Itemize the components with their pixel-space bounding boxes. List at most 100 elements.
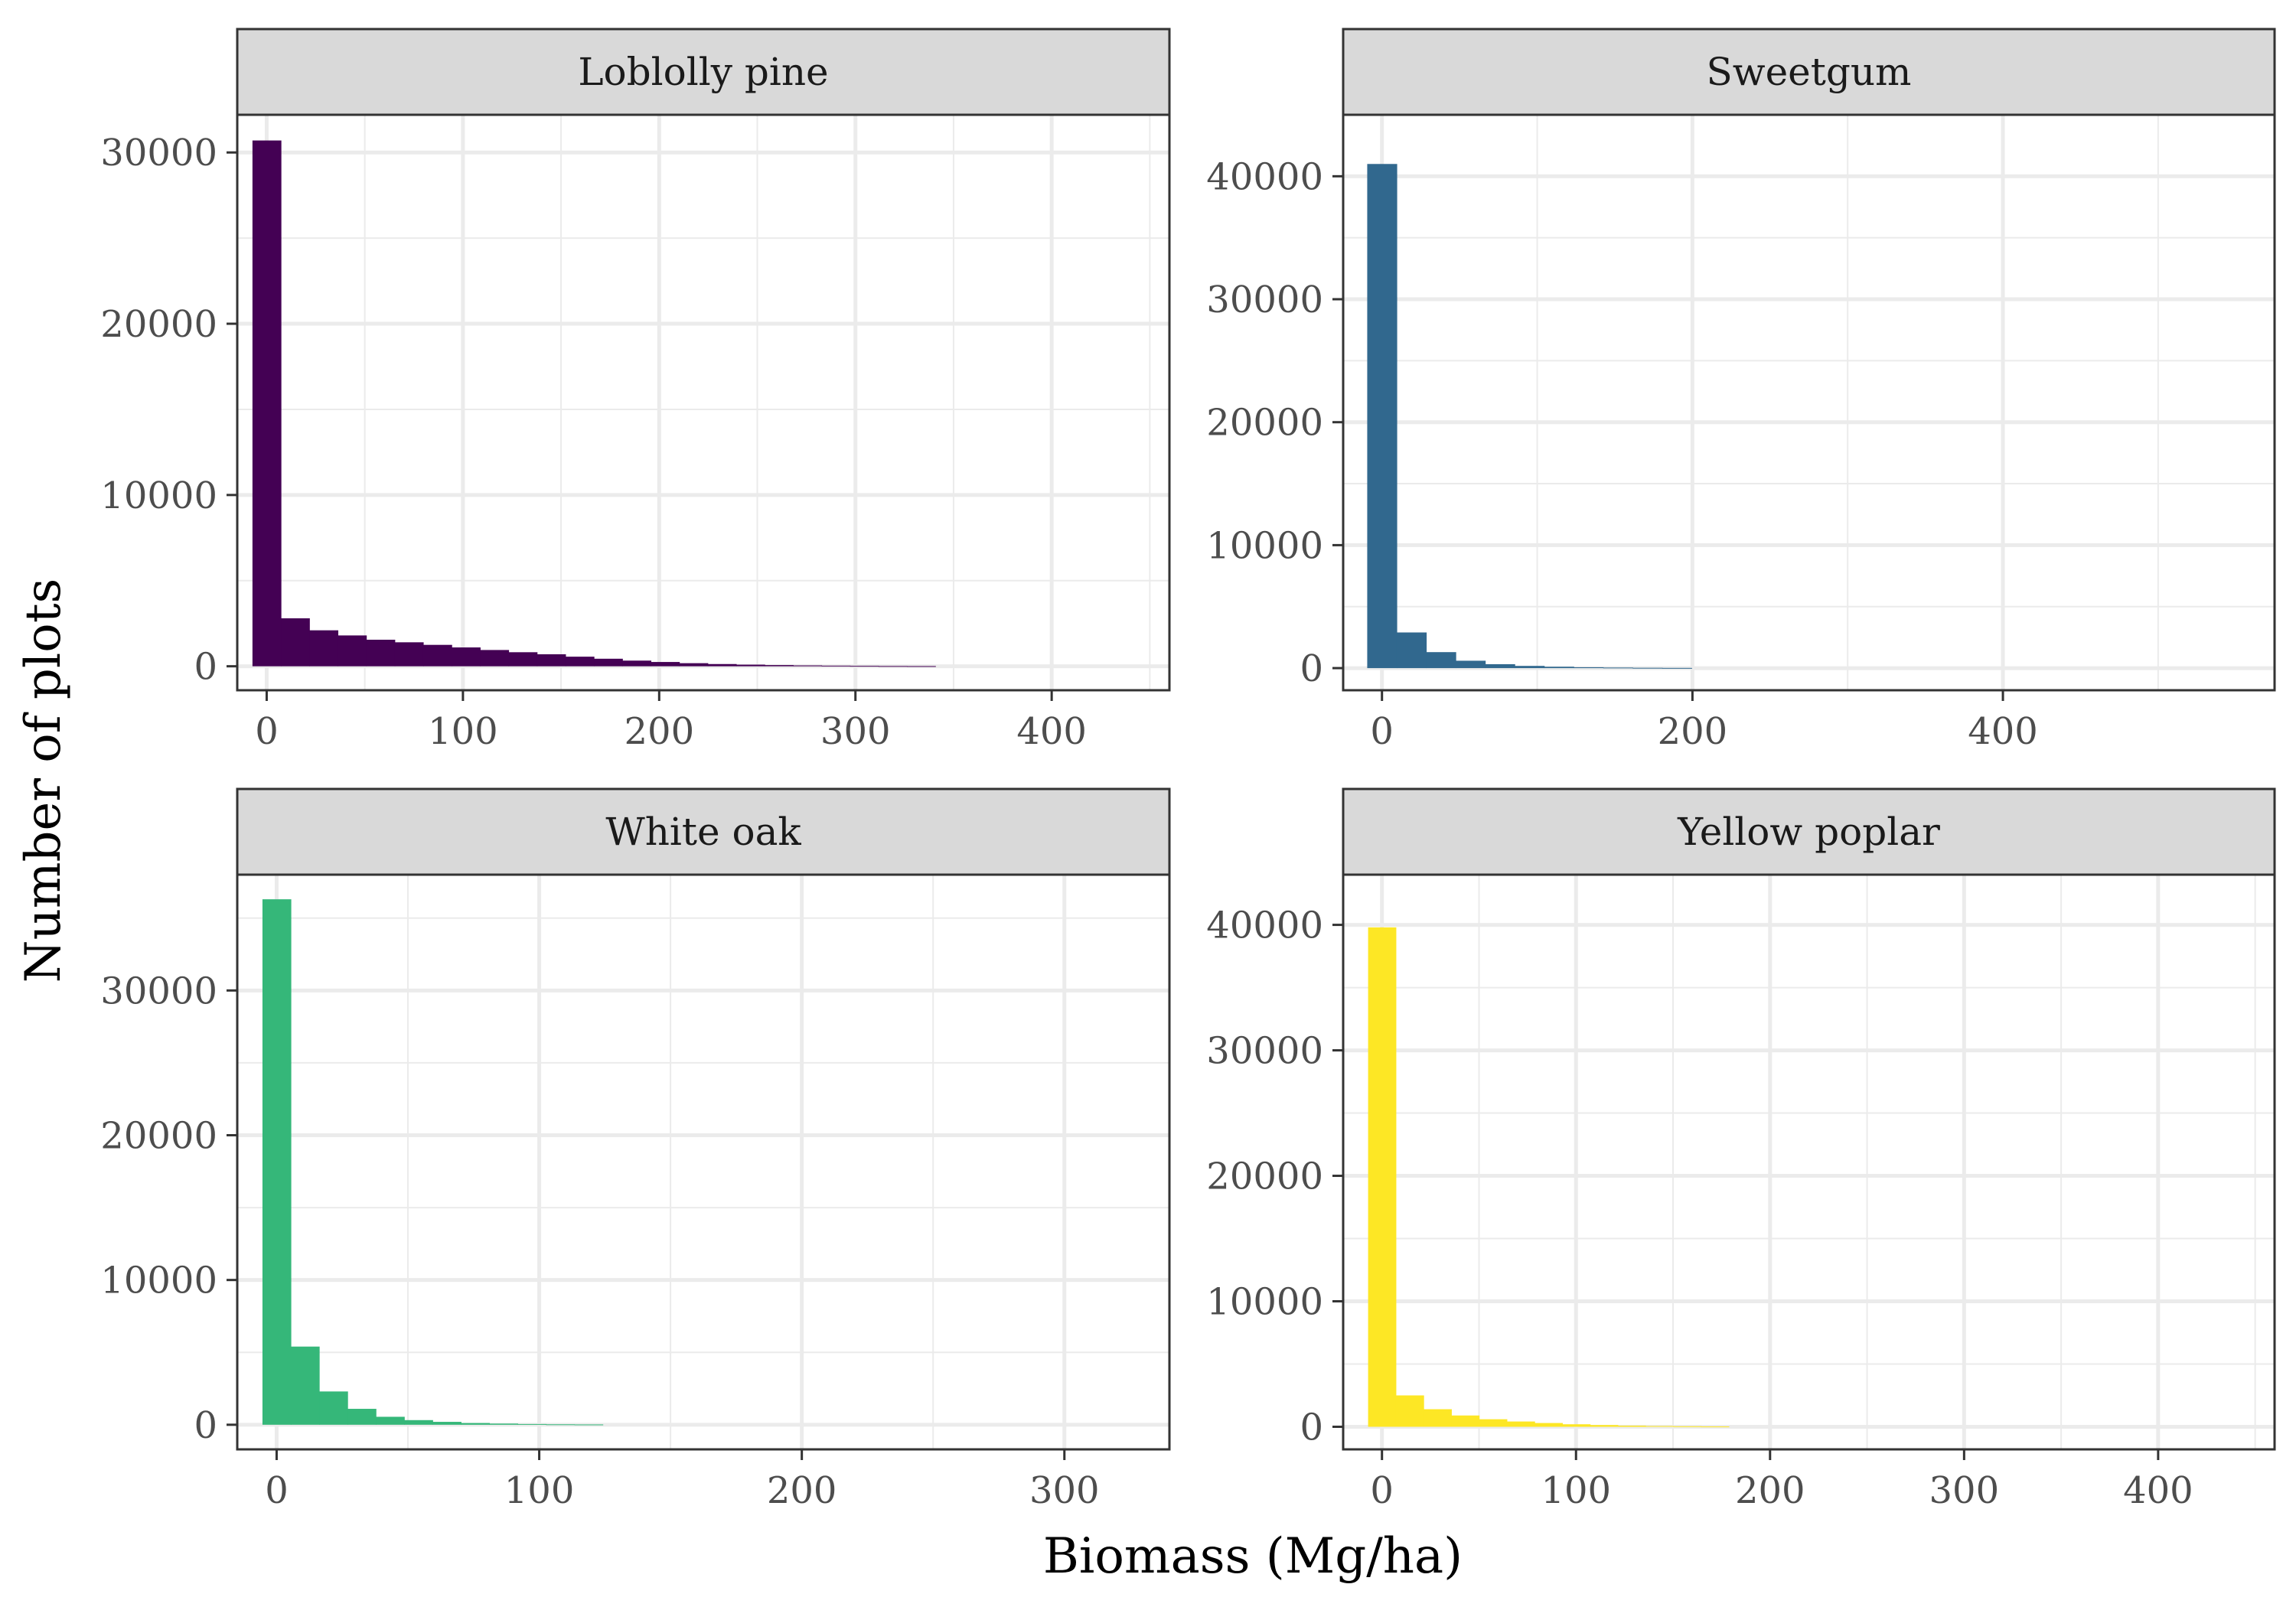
x-axis-title: Biomass (Mg/ha)	[1043, 1528, 1463, 1585]
histogram-bar	[489, 1423, 519, 1425]
histogram-bar	[878, 666, 908, 667]
histogram-bar	[422, 644, 452, 667]
histogram-bar	[432, 1422, 461, 1425]
histogram-bar	[1426, 652, 1456, 669]
y-tick-label: 10000	[100, 1260, 217, 1302]
x-tick-label: 300	[820, 710, 891, 753]
histogram-bar	[281, 618, 310, 667]
histogram-bar	[622, 660, 652, 667]
panel-background	[237, 875, 1169, 1449]
histogram-bar	[536, 654, 566, 667]
histogram-bar	[1367, 164, 1397, 669]
x-tick-label: 200	[1735, 1469, 1805, 1512]
y-tick-label: 40000	[1206, 155, 1323, 198]
facet-strip	[236, 28, 1171, 116]
histogram-bar	[452, 647, 481, 667]
y-tick-label: 10000	[1206, 1281, 1323, 1324]
histogram-bar	[1534, 1423, 1563, 1427]
histogram-bar	[793, 665, 823, 667]
panel-white-oak: White oak 0 100 200 300 0 10000 20000 30000	[100, 787, 1171, 1512]
histogram-bar	[1485, 663, 1515, 669]
x-tick-label: 100	[428, 710, 498, 753]
histogram-bar	[319, 1391, 348, 1425]
histogram-bar	[850, 666, 879, 667]
histogram-bar	[1574, 667, 1604, 669]
histogram-bar	[907, 666, 936, 667]
histogram-bar	[347, 1409, 377, 1425]
histogram-bar	[517, 1423, 547, 1425]
x-tick-label: 200	[624, 710, 694, 753]
histogram-bar	[1396, 632, 1427, 669]
panel-background	[1343, 875, 2275, 1449]
panel-background	[237, 115, 1169, 690]
y-tick-label: 40000	[1206, 905, 1323, 947]
histogram-bar	[574, 1424, 604, 1426]
histogram-bar	[1645, 1426, 1675, 1427]
x-tick-label: 300	[1929, 1469, 2000, 1512]
x-tick-label: 200	[767, 1469, 837, 1512]
histogram-bar	[651, 662, 680, 667]
facet-strip-label: Yellow poplar	[1677, 810, 1940, 854]
histogram-bar	[821, 665, 851, 667]
histogram-bar	[1544, 667, 1574, 669]
histogram-bar	[461, 1423, 490, 1425]
histogram-bar	[1451, 1415, 1480, 1427]
y-tick-label: 10000	[100, 474, 217, 517]
facet-strip	[1342, 787, 2276, 876]
x-tick-label: 400	[1016, 710, 1087, 753]
histogram-bar	[735, 664, 765, 667]
histogram-bar	[565, 657, 595, 667]
histogram-bar	[252, 140, 282, 667]
histogram-bar	[1456, 660, 1486, 669]
y-tick-label: 0	[194, 646, 217, 689]
histogram-bar	[366, 639, 396, 667]
histogram-bar	[679, 663, 709, 667]
histogram-bar	[707, 663, 737, 667]
y-tick-label: 30000	[1206, 279, 1323, 321]
x-tick-label: 400	[1968, 710, 2038, 753]
histogram-bar	[309, 630, 339, 667]
y-tick-label: 30000	[100, 132, 217, 174]
x-tick-label: 100	[504, 1469, 575, 1512]
histogram-bar	[1662, 667, 1692, 669]
y-tick-label: 30000	[100, 970, 217, 1012]
histogram-bar	[1590, 1425, 1619, 1427]
y-tick-label: 20000	[1206, 1156, 1323, 1198]
histogram-bar	[404, 1420, 433, 1425]
facet-strip-label: Sweetgum	[1707, 50, 1912, 94]
panel-sweetgum: Sweetgum 0 200 400 0 10000 20000 30000 40000	[1206, 28, 2276, 753]
histogram-bar	[480, 650, 510, 667]
y-axis-title: Number of plots	[15, 579, 72, 983]
histogram-bar	[1701, 1426, 1730, 1428]
facet-strip	[1342, 28, 2276, 116]
x-tick-label: 0	[1370, 710, 1394, 753]
histogram-bar	[262, 899, 292, 1425]
histogram-bar	[1562, 1424, 1591, 1427]
panel-yellow-poplar: Yellow poplar 0 100 200 300 400 0 10000 20000 300…	[1206, 787, 2276, 1512]
histogram-bar	[338, 635, 367, 667]
y-tick-label: 20000	[1206, 402, 1323, 445]
histogram-bar	[1368, 927, 1397, 1427]
y-tick-label: 30000	[1206, 1030, 1323, 1073]
histogram-bar	[594, 658, 623, 667]
y-tick-label: 0	[1300, 647, 1323, 690]
histogram-bar	[1395, 1395, 1424, 1427]
y-tick-label: 0	[194, 1404, 217, 1447]
histogram-bar	[1479, 1419, 1508, 1427]
facet-strip	[236, 787, 1171, 876]
facet-strip-label: White oak	[605, 810, 801, 854]
histogram-bar	[290, 1346, 320, 1425]
x-tick-label: 100	[1541, 1469, 1611, 1512]
facet-strip-label: Loblolly pine	[578, 50, 828, 94]
x-tick-label: 300	[1029, 1469, 1100, 1512]
histogram-bar	[1515, 666, 1545, 669]
histogram-bar	[765, 665, 794, 667]
x-tick-label: 0	[255, 710, 279, 753]
y-tick-label: 20000	[100, 1115, 217, 1158]
histogram-bar	[1673, 1426, 1702, 1427]
panel-background	[1343, 115, 2275, 690]
histogram-bar	[508, 652, 538, 667]
histogram-bar	[1603, 667, 1633, 669]
